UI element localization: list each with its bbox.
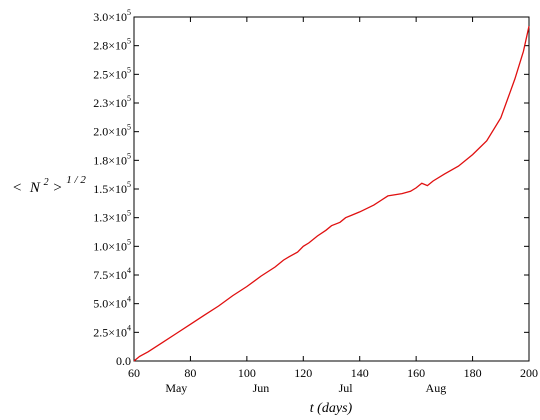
x-axis-title: t (days): [310, 401, 353, 416]
y-tick-label: 1.5×105: [93, 180, 131, 196]
y-tick-label: 2.0×105: [93, 123, 131, 139]
month-label: May: [165, 381, 187, 395]
series-line: [133, 26, 530, 362]
plot-frame: [133, 16, 530, 362]
x-tick-label: 200: [520, 366, 538, 380]
y-axis-ticks: 0.0 2.5×104 5.0×104 7.5×104 1.0×105 1.3×105 1.…: [93, 8, 529, 368]
x-tick-label: 180: [464, 366, 482, 380]
x-tick-label: 160: [407, 366, 425, 380]
y-tick-label: 2.5×105: [93, 65, 131, 81]
x-tick-label: 100: [238, 366, 256, 380]
y-axis-title: < N 2 > 1 / 2: [12, 173, 86, 196]
y-tick-label: 5.0×104: [93, 295, 131, 311]
y-axis-title-open: <: [12, 180, 22, 196]
month-label: Jul: [339, 381, 354, 395]
y-axis-title-close: >: [52, 180, 62, 196]
y-tick-label: 1.8×105: [93, 151, 131, 167]
y-tick-label: 7.5×104: [93, 266, 131, 282]
y-axis-title-sup: 2: [44, 177, 49, 188]
y-tick-label: 2.8×105: [93, 37, 131, 53]
x-tick-label: 60: [128, 366, 140, 380]
x-tick-label: 80: [184, 366, 196, 380]
y-tick-label: 1.3×105: [93, 209, 131, 225]
x-tick-label: 140: [351, 366, 369, 380]
month-labels: May Jun Jul Aug: [165, 381, 446, 395]
y-tick-label: 2.5×104: [93, 323, 131, 339]
y-tick-label: 1.0×105: [93, 237, 131, 253]
y-tick-label: 0.0: [116, 354, 131, 368]
y-axis-title-var: N: [29, 180, 41, 196]
x-tick-label: 120: [294, 366, 312, 380]
month-label: Aug: [426, 381, 447, 395]
y-tick-label: 2.3×105: [93, 94, 131, 110]
x-axis-ticks: 60 80 100 120 140 160 180 200: [128, 17, 538, 380]
y-tick-label: 3.0×105: [93, 8, 131, 24]
y-axis-title-exp: 1 / 2: [66, 174, 86, 186]
month-label: Jun: [253, 381, 270, 395]
